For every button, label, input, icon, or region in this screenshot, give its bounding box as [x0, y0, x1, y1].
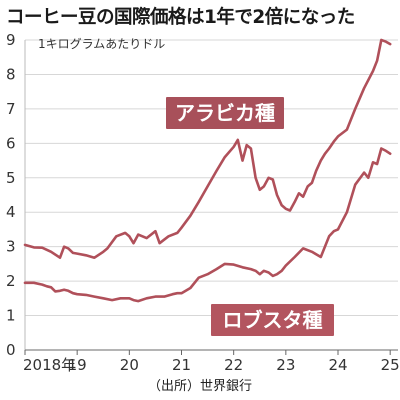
series-line: [23, 147, 392, 303]
series-label: ロブスタ種: [223, 308, 323, 332]
y-tick-label: 3: [6, 238, 16, 256]
source-note: （出所）世界銀行: [147, 379, 252, 394]
series-label-box: [211, 304, 334, 336]
x-tick-label: 22: [224, 356, 243, 374]
y-tick-label: 6: [6, 134, 16, 152]
y-tick-label: 5: [6, 169, 16, 187]
y-tick-label: 4: [6, 203, 16, 221]
x-tick-label: 19: [68, 356, 87, 374]
x-tick-label: 21: [172, 356, 191, 374]
y-axis-label: 1キログラムあたりドル: [38, 37, 165, 51]
series-label: アラビカ種: [175, 101, 275, 125]
x-tick-label: 20: [120, 356, 139, 374]
series-line: [23, 38, 392, 259]
x-tick-label: 24: [328, 356, 347, 374]
series-label-box: [166, 97, 284, 129]
y-tick-label: 9: [6, 31, 16, 49]
y-tick-label: 2: [6, 272, 16, 290]
y-tick-label: 1: [6, 307, 16, 325]
x-tick-label: 2018年: [23, 356, 76, 374]
x-tick-label: 25: [381, 356, 400, 374]
y-tick-label: 7: [6, 100, 16, 118]
chart-title: コーヒー豆の国際価格は1年で2倍になった: [6, 7, 355, 28]
y-tick-label: 8: [6, 65, 16, 83]
y-tick-label: 0: [6, 341, 16, 359]
x-tick-label: 23: [276, 356, 295, 374]
